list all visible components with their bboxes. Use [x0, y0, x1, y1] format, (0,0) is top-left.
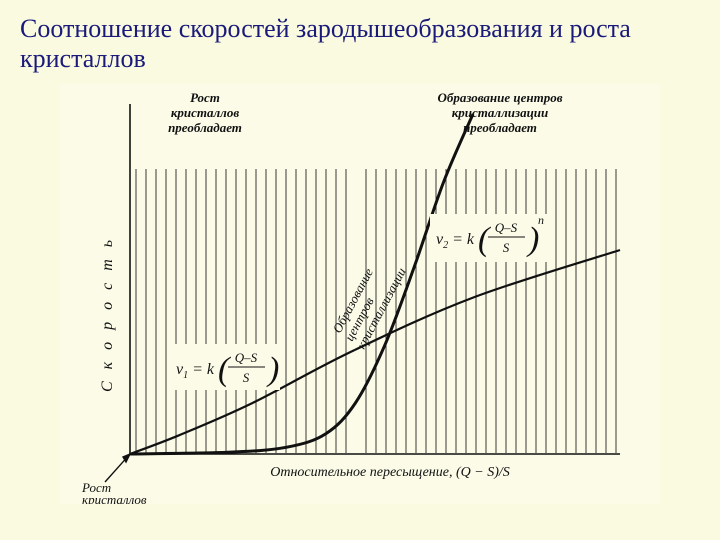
svg-text:n: n [538, 213, 544, 227]
svg-text:кристаллов: кристаллов [82, 492, 147, 504]
svg-text:Образование центров: Образование центров [437, 90, 562, 105]
svg-text:кристаллов: кристаллов [171, 105, 240, 120]
hatching-left [136, 169, 346, 453]
svg-text:кристаллизации: кристаллизации [452, 105, 549, 120]
page-title: Соотношение скоростей зародышеобразовани… [20, 14, 700, 74]
svg-text:S: S [243, 370, 250, 385]
inner-label-nucleation: Образование центров кристаллизации [329, 264, 409, 351]
svg-text:Q–S: Q–S [235, 350, 258, 365]
origin-label: Рост кристаллов [81, 454, 147, 504]
top-label-left: Рост кристаллов преобладает [168, 90, 242, 135]
formula-v1: v1 = k ( ) Q–S S [170, 344, 280, 390]
svg-text:преобладает: преобладает [168, 120, 242, 135]
x-axis-label: Относительное пересыщение, (Q − S)/S [270, 465, 510, 480]
y-axis-label: С к о р о с т ь [99, 236, 116, 392]
svg-text:Q–S: Q–S [495, 220, 518, 235]
svg-text:Рост: Рост [190, 90, 220, 105]
svg-text:S: S [503, 240, 510, 255]
svg-text:преобладает: преобладает [463, 120, 537, 135]
curve-nucleation [130, 114, 473, 454]
formula-v2: v2 = k ( ) Q–S S n [430, 213, 550, 262]
svg-text:): ) [266, 351, 279, 388]
axes [130, 104, 620, 454]
hatching-right [366, 169, 616, 453]
top-label-right: Образование центров кристаллизации преоб… [437, 90, 562, 135]
rate-vs-supersaturation-chart: Образование центров кристаллизации Рост … [60, 84, 660, 504]
